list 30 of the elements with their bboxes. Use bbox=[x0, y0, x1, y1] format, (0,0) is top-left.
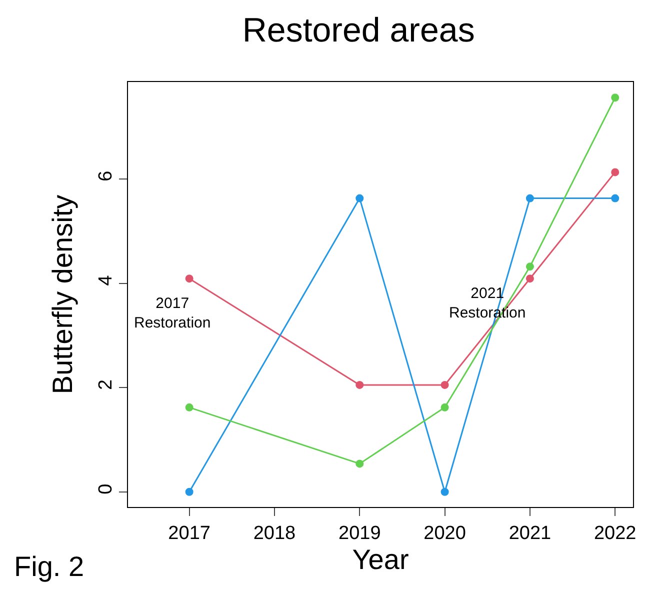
chart-title: Restored areas bbox=[242, 11, 475, 50]
point bbox=[526, 262, 534, 271]
point bbox=[185, 403, 194, 412]
point bbox=[611, 168, 620, 176]
point bbox=[185, 488, 194, 496]
x-tick-label: 2021 bbox=[508, 522, 552, 544]
x-tick-label: 2022 bbox=[594, 522, 636, 544]
y-axis-title: Butterfly density bbox=[47, 194, 78, 394]
point bbox=[356, 460, 364, 468]
point bbox=[440, 403, 449, 412]
annotation: 2017 Restoration bbox=[134, 295, 211, 332]
point bbox=[356, 194, 364, 202]
point bbox=[526, 194, 534, 202]
x-tick-label: 2020 bbox=[424, 522, 466, 544]
point bbox=[440, 488, 449, 496]
y-tick-label: 2 bbox=[95, 379, 116, 390]
x-tick-label: 2019 bbox=[338, 522, 381, 544]
caption: Fig. 2 bbox=[14, 551, 84, 582]
y-tick-label: 6 bbox=[95, 170, 116, 182]
y-tick-label: 4 bbox=[95, 274, 116, 286]
y-tick-label: 0 bbox=[95, 484, 116, 494]
point bbox=[611, 94, 620, 102]
point bbox=[185, 274, 194, 283]
x-tick-label: 2017 bbox=[168, 522, 210, 544]
x-axis-title: Year bbox=[352, 544, 409, 575]
x-tick-label: 2018 bbox=[253, 522, 296, 544]
point bbox=[526, 274, 534, 283]
point bbox=[611, 194, 620, 202]
point bbox=[356, 380, 364, 389]
point bbox=[440, 380, 449, 389]
